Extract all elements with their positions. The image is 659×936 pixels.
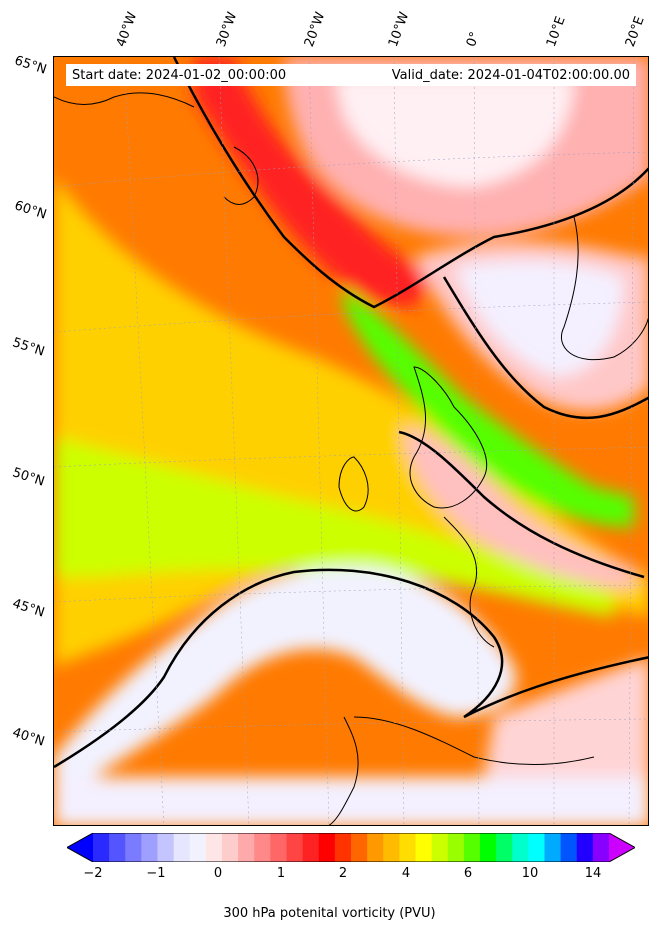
coastline-france — [443, 516, 495, 648]
colorbar-ticks: −2 −1 0 1 2 4 6 10 14 — [0, 866, 659, 886]
colorbar-swatch — [334, 833, 352, 862]
pv-contour-north — [172, 57, 648, 309]
colorbar-swatch — [480, 833, 497, 862]
colorbar-tick-label: 14 — [584, 866, 602, 881]
lon-label-0: 0° — [463, 29, 484, 49]
coastlines — [54, 92, 648, 825]
colorbar-swatch — [576, 833, 594, 862]
coastline-britain — [409, 366, 488, 509]
pale-region-northeast — [454, 260, 624, 377]
graticule — [54, 57, 648, 825]
colorbar-swatch — [205, 833, 223, 862]
start-date-text: Start date: 2024-01-02_00:00:00 — [72, 67, 287, 83]
colorbar-swatch — [222, 833, 239, 862]
colorbar-swatch — [189, 833, 207, 862]
pink-region-central — [404, 427, 634, 587]
red-band-northwest — [194, 57, 434, 307]
colorbar-swatch — [254, 833, 271, 862]
colorbar-tick-label: −2 — [83, 866, 103, 881]
colorbar-swatch — [512, 833, 529, 862]
lat-label-45n: 45°N — [10, 596, 47, 621]
colorbar-swatch — [560, 833, 578, 862]
colorbar-swatch — [173, 833, 191, 862]
graticule-line — [308, 57, 330, 825]
colorbar-tick-label: 1 — [276, 866, 286, 881]
pale-region-north — [334, 77, 574, 187]
pale-region-south — [54, 566, 516, 777]
colorbar-swatch — [157, 833, 175, 862]
graticule-line — [393, 57, 405, 825]
coastline-ireland — [338, 456, 369, 512]
colorbar-extend-max — [609, 833, 635, 862]
pale-region-south-lower — [54, 777, 648, 825]
colorbar-tick-label: 4 — [401, 866, 411, 881]
colorbar-swatch — [93, 833, 110, 862]
colorbar-swatch — [238, 833, 255, 862]
graticule-line — [628, 57, 635, 825]
colorbar-swatch — [270, 833, 288, 862]
colorbar-swatch — [367, 833, 384, 862]
coastline-iceland — [223, 146, 259, 205]
pv-map — [53, 56, 649, 826]
colorbar-swatch — [141, 833, 159, 862]
colorbar-extend-min — [67, 833, 93, 862]
coastline-iberia — [328, 716, 359, 825]
colorbar-swatch — [318, 833, 336, 862]
date-banner: Start date: 2024-01-02_00:00:00 Valid_da… — [66, 64, 636, 86]
colorbar-swatch — [399, 833, 417, 862]
coastline-scandinavia — [561, 216, 648, 361]
colorbar-swatch — [496, 833, 513, 862]
pv-contour-northeast — [442, 276, 648, 420]
pv-contour-central — [398, 430, 645, 579]
pv-colorbar — [67, 833, 635, 862]
colorbar-tick-label: −1 — [146, 866, 166, 881]
pv-contours — [54, 57, 648, 769]
lat-label-50n: 50°N — [10, 465, 47, 490]
lat-label-55n: 55°N — [10, 335, 47, 360]
lon-label-10e: 10°E — [543, 14, 569, 50]
colorbar-swatch — [431, 833, 449, 862]
colorbar-label: 300 hPa potenital vorticity (PVU) — [223, 906, 436, 921]
colorbar-swatch — [528, 833, 546, 862]
coastline-greenland-east — [54, 92, 195, 108]
pink-region-southeast — [484, 657, 648, 777]
valid-date-text: Valid_date: 2024-01-04T02:00:00.00 — [391, 67, 630, 83]
colorbar-swatch — [463, 833, 481, 862]
colorbar-tick-label: 10 — [521, 866, 539, 881]
colorbar-swatch — [447, 833, 465, 862]
pv-contour-south — [54, 568, 648, 769]
graticule-line — [54, 151, 648, 188]
colorbar-swatch — [544, 833, 562, 862]
colorbar-swatch — [351, 833, 368, 862]
colorbar-swatch — [125, 833, 142, 862]
colorbar-swatch — [383, 833, 400, 862]
colorbar-tick-label: 2 — [338, 866, 348, 881]
graticule-line — [123, 57, 165, 825]
lon-label-40w: 40°W — [113, 10, 141, 49]
lon-label-10w: 10°W — [385, 10, 413, 49]
green-jet-corridor — [343, 287, 634, 527]
lat-label-40n: 40°N — [10, 725, 47, 750]
graticule-line — [54, 301, 648, 333]
lat-label-65n: 65°N — [12, 53, 49, 78]
lon-label-20e: 20°E — [622, 14, 648, 50]
colorbar-swatch — [302, 833, 320, 862]
coastline-mediterranean — [353, 716, 595, 765]
colorbar-swatch — [286, 833, 304, 862]
colorbar-swatch — [109, 833, 126, 862]
pv-map-canvas — [54, 57, 648, 825]
colorbar-swatch — [415, 833, 433, 862]
lon-label-20w: 20°W — [301, 10, 329, 49]
graticule-line — [218, 57, 250, 825]
colorbar-swatch — [592, 833, 610, 862]
lat-label-60n: 60°N — [12, 198, 49, 223]
graticule-line — [473, 57, 480, 825]
yellow-green-band — [54, 437, 614, 617]
colorbar-tick-label: 6 — [463, 866, 473, 881]
colorbar-tick-label: 0 — [213, 866, 223, 881]
lon-label-30w: 30°W — [213, 10, 241, 49]
